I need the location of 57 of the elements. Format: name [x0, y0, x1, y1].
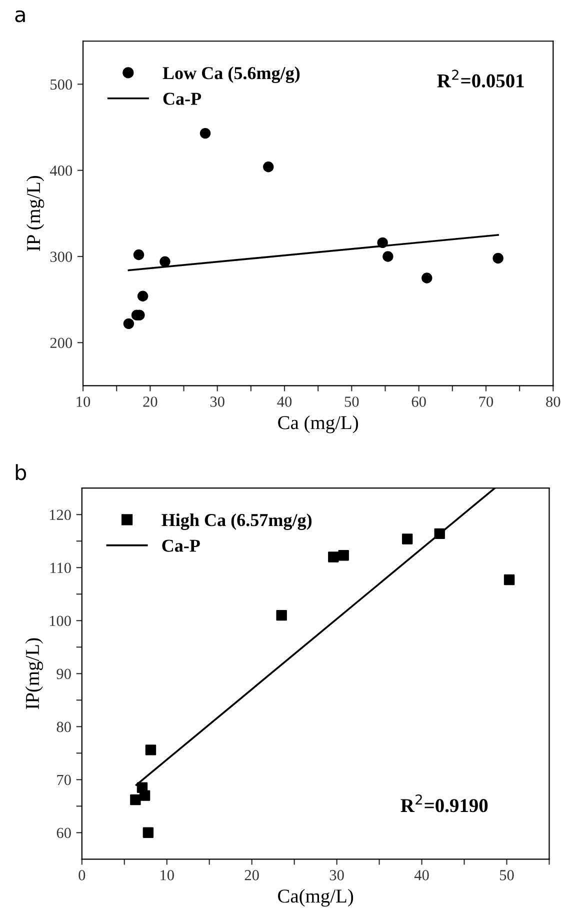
- point: [133, 249, 144, 260]
- point: [130, 794, 141, 806]
- x-tick-label: 40: [414, 870, 429, 880]
- point: [504, 574, 515, 586]
- y-tick-label: 70: [57, 774, 71, 786]
- x-tick-label: 10: [160, 870, 174, 880]
- point: [123, 318, 134, 330]
- annotation: R$^{2}$=0.0501: [437, 70, 524, 88]
- point: [142, 827, 154, 838]
- point: [338, 550, 349, 561]
- point: [200, 128, 211, 139]
- y-tick-label: 400: [50, 165, 72, 176]
- legend-label: High Ca (6.57mg/g): [162, 513, 312, 530]
- x-tick-label: 40: [277, 396, 292, 407]
- point: [328, 552, 339, 562]
- y-tick-label: 110: [50, 562, 71, 574]
- x-tick-label: 50: [500, 870, 514, 880]
- x-tick-label: 70: [479, 396, 494, 407]
- legend-label: Low Ca (5.6mg/g): [162, 66, 300, 84]
- x-tick-label: 80: [546, 396, 560, 407]
- point: [422, 272, 432, 284]
- y-tick-label: 60: [56, 828, 71, 838]
- x-tick-label: 20: [143, 396, 158, 407]
- point: [137, 290, 148, 302]
- x-tick-label: 30: [330, 870, 344, 880]
- point: [434, 528, 445, 540]
- text: a: [15, 10, 25, 22]
- x-tick-label: 30: [210, 396, 224, 407]
- y-tick-label: 80: [56, 722, 71, 732]
- x-tick-label: 60: [412, 396, 426, 407]
- point: [263, 162, 274, 172]
- y-tick-label: 300: [50, 252, 72, 262]
- point: [276, 610, 287, 621]
- x-tick-label: 50: [344, 396, 359, 407]
- y-tick-label: 120: [50, 510, 71, 520]
- x-tick-label: 10: [76, 396, 90, 407]
- text: b: [16, 464, 26, 480]
- y-tick-label: 90: [56, 668, 71, 680]
- point: [377, 237, 388, 248]
- annotation: R$^{2}$=0.9190: [400, 794, 488, 812]
- x-axis-title: Ca (mg/L): [278, 416, 358, 434]
- point: [402, 534, 413, 544]
- point: [139, 790, 150, 801]
- legend-label: Ca-P: [163, 92, 202, 105]
- y-tick-label: 200: [50, 338, 72, 348]
- x-axis-title: Ca(mg/L): [278, 888, 354, 907]
- y-tick-label: 100: [50, 616, 71, 626]
- y-tick-label: 500: [50, 79, 72, 90]
- y-axis-title: IP(mg/L): [25, 638, 44, 710]
- point: [382, 251, 394, 262]
- point: [492, 252, 504, 264]
- y-axis-title: IP (mg/L): [26, 176, 44, 251]
- point: [160, 256, 170, 268]
- legend-label: Ca-P: [162, 540, 200, 552]
- x-tick-label: 20: [244, 870, 259, 880]
- x-tick-label: 0: [78, 870, 86, 880]
- point: [145, 744, 156, 756]
